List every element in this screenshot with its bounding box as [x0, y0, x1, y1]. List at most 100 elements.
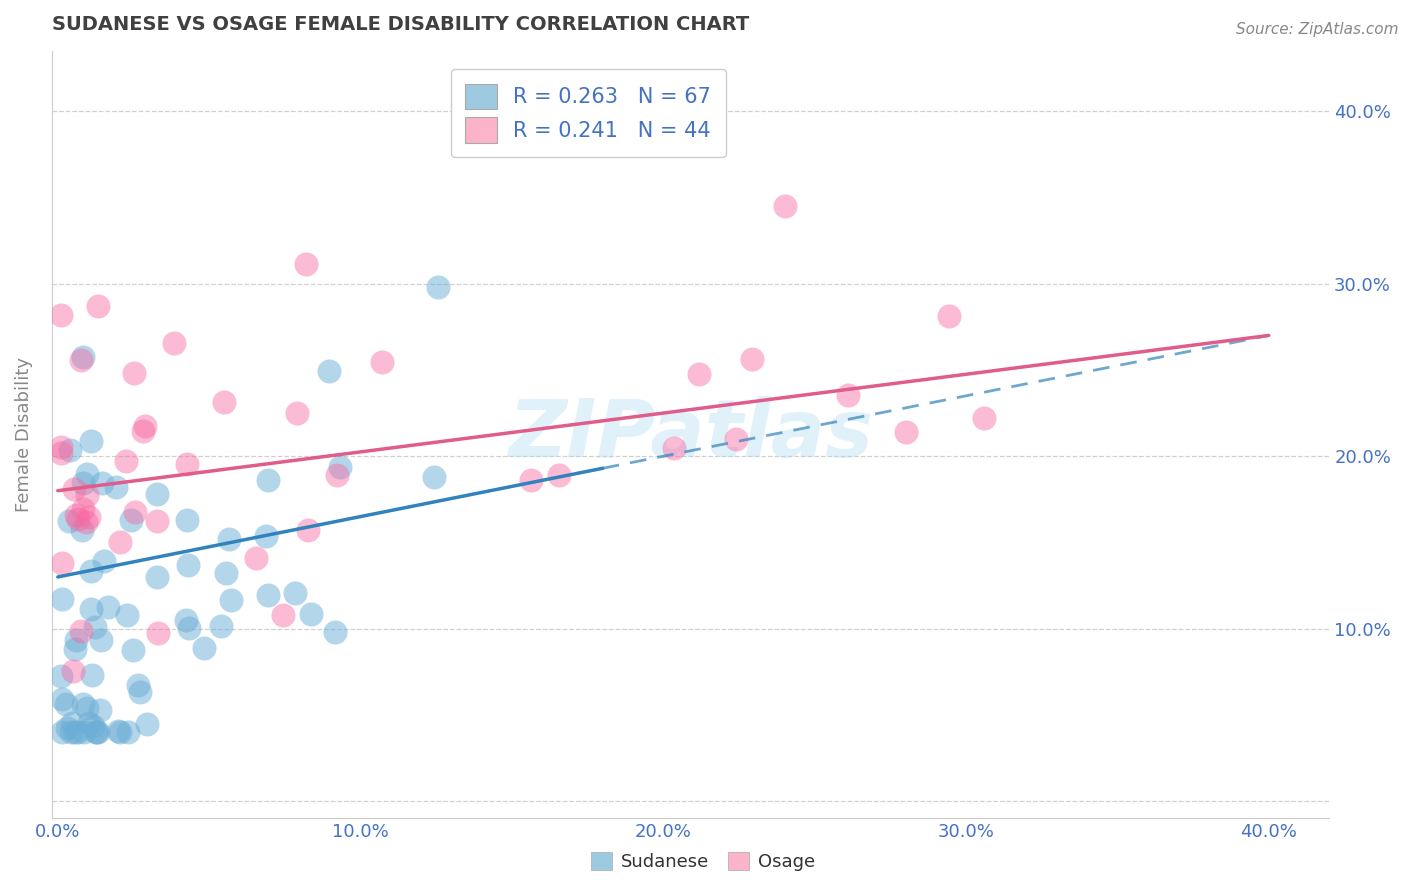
Point	[135, 716, 157, 731]
Point	[662, 442, 685, 456]
Text: SUDANESE VS OSAGE FEMALE DISABILITY CORRELATION CHART: SUDANESE VS OSAGE FEMALE DISABILITY CORR…	[52, 15, 749, 34]
Point	[115, 454, 138, 468]
Point	[51, 725, 73, 739]
Point	[66, 512, 89, 526]
Point	[218, 532, 240, 546]
Point	[219, 593, 242, 607]
Point	[741, 351, 763, 366]
Point	[120, 513, 142, 527]
Point	[59, 442, 82, 457]
Point	[97, 600, 120, 615]
Point	[105, 480, 128, 494]
Point	[77, 509, 100, 524]
Point	[519, 473, 541, 487]
Point	[84, 725, 107, 739]
Point	[896, 425, 918, 440]
Point	[70, 523, 93, 537]
Legend: R = 0.263   N = 67, R = 0.241   N = 44: R = 0.263 N = 67, R = 0.241 N = 44	[451, 69, 725, 157]
Point	[90, 633, 112, 648]
Point	[51, 691, 73, 706]
Point	[72, 350, 94, 364]
Point	[65, 508, 87, 522]
Point	[122, 642, 145, 657]
Point	[547, 468, 569, 483]
Point	[51, 556, 73, 570]
Point	[56, 721, 79, 735]
Point	[93, 554, 115, 568]
Point	[426, 280, 449, 294]
Point	[299, 607, 322, 621]
Point	[62, 665, 84, 679]
Point	[55, 697, 77, 711]
Point	[773, 199, 796, 213]
Point	[688, 368, 710, 382]
Point	[127, 678, 149, 692]
Point	[72, 697, 94, 711]
Point	[177, 622, 200, 636]
Point	[973, 410, 995, 425]
Point	[80, 602, 103, 616]
Point	[63, 482, 86, 496]
Point	[77, 715, 100, 730]
Point	[79, 564, 101, 578]
Point	[215, 566, 238, 580]
Point	[326, 467, 349, 482]
Point	[271, 608, 294, 623]
Point	[212, 395, 235, 409]
Point	[60, 716, 83, 731]
Point	[82, 718, 104, 732]
Point	[284, 586, 307, 600]
Point	[49, 445, 72, 459]
Point	[63, 725, 86, 739]
Point	[89, 703, 111, 717]
Point	[115, 608, 138, 623]
Point	[146, 626, 169, 640]
Point	[174, 613, 197, 627]
Point	[329, 459, 352, 474]
Point	[146, 570, 169, 584]
Point	[73, 725, 96, 739]
Point	[371, 354, 394, 368]
Point	[134, 419, 156, 434]
Point	[107, 723, 129, 738]
Point	[254, 529, 277, 543]
Point	[65, 641, 87, 656]
Point	[938, 309, 960, 323]
Point	[49, 440, 72, 454]
Point	[257, 473, 280, 487]
Point	[295, 257, 318, 271]
Point	[91, 476, 114, 491]
Point	[65, 633, 87, 648]
Point	[87, 299, 110, 313]
Point	[72, 475, 94, 490]
Point	[725, 433, 748, 447]
Point	[49, 308, 72, 322]
Point	[323, 624, 346, 639]
Point	[122, 366, 145, 380]
Point	[79, 434, 101, 448]
Point	[87, 725, 110, 739]
Point	[162, 336, 184, 351]
Point	[59, 725, 82, 739]
Point	[83, 619, 105, 633]
Point	[318, 364, 340, 378]
Point	[257, 588, 280, 602]
Point	[245, 551, 267, 566]
Point	[132, 424, 155, 438]
Point	[58, 514, 80, 528]
Point	[76, 488, 98, 502]
Point	[70, 624, 93, 639]
Text: ZIPatlas: ZIPatlas	[508, 396, 873, 474]
Point	[176, 513, 198, 527]
Point	[177, 558, 200, 573]
Point	[297, 524, 319, 538]
Point	[193, 640, 215, 655]
Point	[67, 725, 90, 739]
Point	[423, 470, 446, 484]
Point	[176, 458, 198, 472]
Point	[82, 668, 104, 682]
Point	[72, 502, 94, 516]
Point	[129, 685, 152, 699]
Point	[108, 725, 131, 739]
Point	[49, 668, 72, 682]
